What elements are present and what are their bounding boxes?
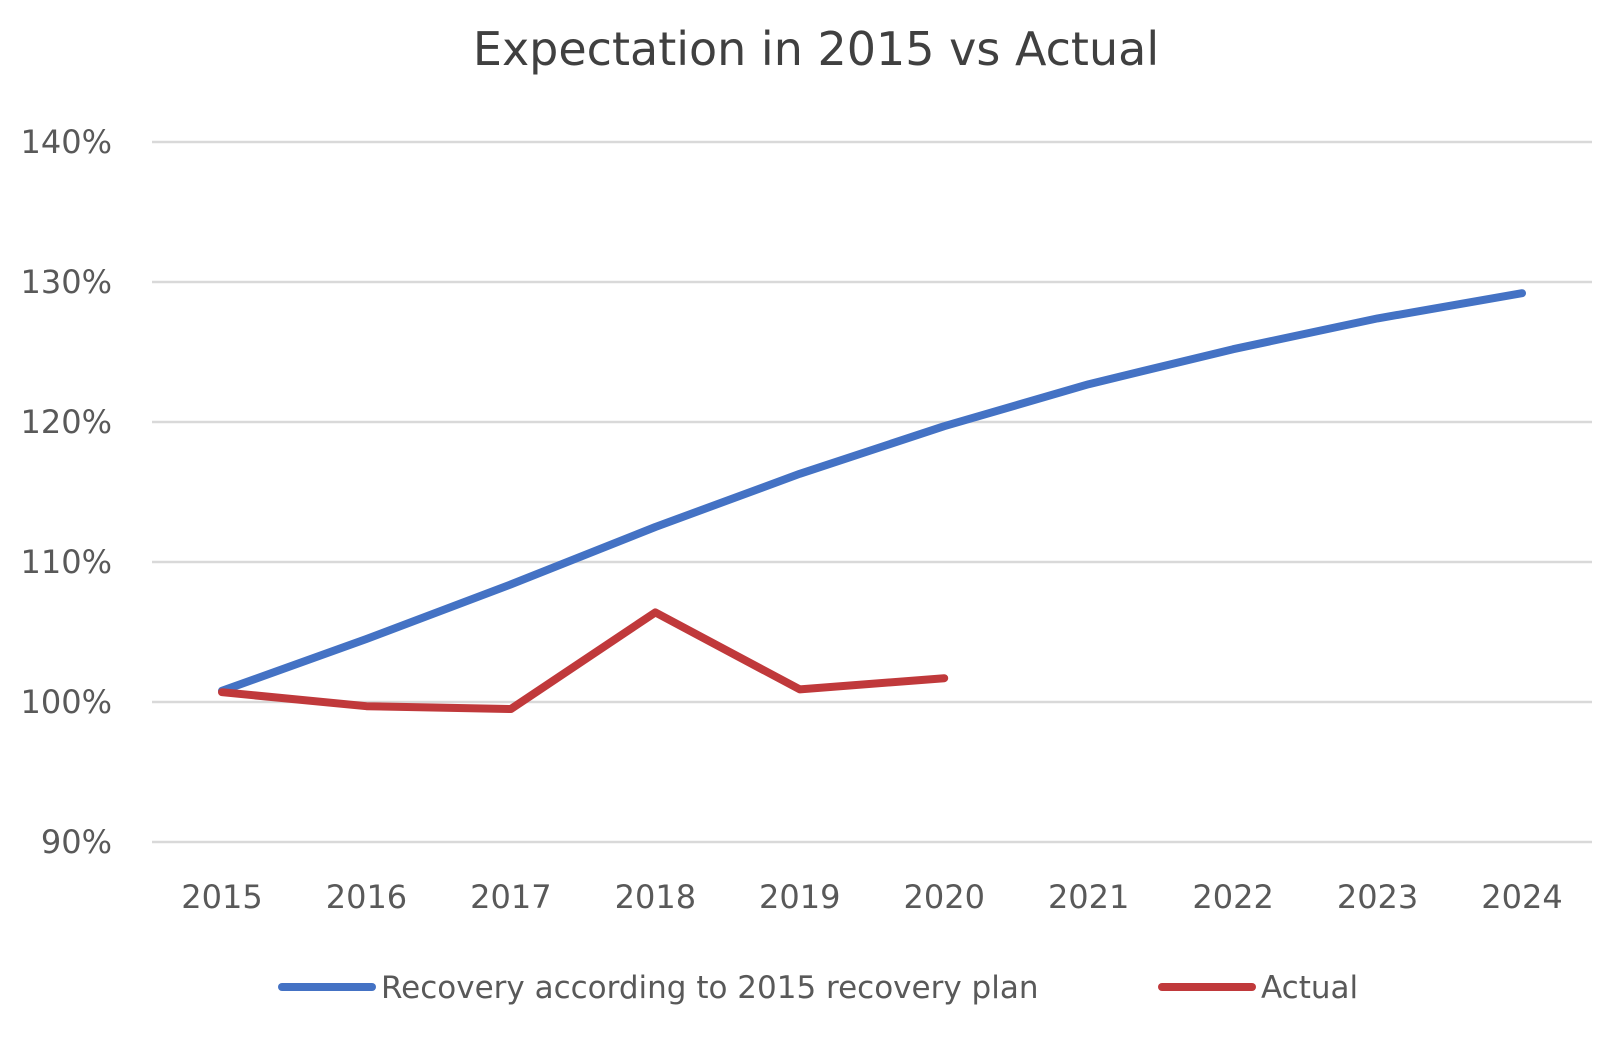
gridlines	[152, 140, 1592, 844]
x-tick-label: 2018	[615, 878, 696, 916]
legend-label: Actual	[1261, 970, 1358, 1006]
y-tick-label: 100%	[21, 683, 112, 721]
x-tick-label: 2015	[181, 878, 262, 916]
y-axis-tick-labels: 90% 100% 110% 120% 130% 140%	[21, 123, 112, 861]
series-lines	[218, 289, 1526, 713]
x-tick-label: 2023	[1337, 878, 1418, 916]
series-line-recovery-plan	[218, 289, 1526, 695]
y-tick-label: 120%	[21, 403, 112, 441]
y-tick-label: 130%	[21, 263, 112, 301]
y-tick-label: 110%	[21, 543, 112, 581]
x-tick-label: 2016	[326, 878, 407, 916]
chart-title: Expectation in 2015 vs Actual	[473, 22, 1159, 76]
legend-label: Recovery according to 2015 recovery plan	[381, 970, 1038, 1006]
y-tick-label: 90%	[41, 823, 112, 861]
x-tick-label: 2021	[1048, 878, 1129, 916]
legend: Recovery according to 2015 recovery plan…	[278, 970, 1358, 1006]
x-axis-tick-labels: 2015 2016 2017 2018 2019 2020 2021 2022 2023 2024	[181, 878, 1562, 916]
x-tick-label: 2024	[1481, 878, 1562, 916]
series-line-actual	[218, 608, 949, 713]
x-tick-label: 2019	[759, 878, 840, 916]
y-tick-label: 140%	[21, 123, 112, 161]
x-tick-label: 2017	[470, 878, 551, 916]
x-tick-label: 2020	[904, 878, 985, 916]
x-tick-label: 2022	[1192, 878, 1273, 916]
